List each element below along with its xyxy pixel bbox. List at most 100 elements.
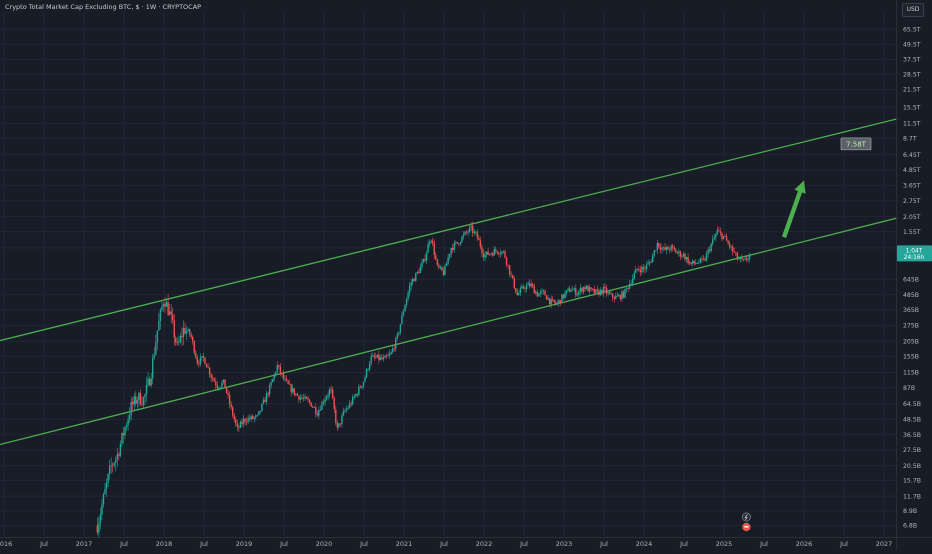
candle-body bbox=[580, 288, 581, 292]
candle-body bbox=[370, 356, 371, 363]
candle-body bbox=[272, 379, 273, 382]
candle-body bbox=[275, 372, 276, 374]
time-tick-label: Jul bbox=[599, 540, 608, 548]
candle-body bbox=[244, 419, 245, 422]
candle-body bbox=[503, 251, 504, 252]
annotation-layer: 7.58T bbox=[742, 138, 871, 531]
candle-body bbox=[477, 232, 478, 237]
time-axis[interactable]: 2016Jul2017Jul2018Jul2019Jul2020Jul2021J… bbox=[0, 538, 932, 549]
candle-body bbox=[363, 382, 364, 386]
candle-body bbox=[240, 422, 241, 428]
candle-body bbox=[512, 275, 513, 278]
time-tick-label: 2018 bbox=[156, 540, 173, 548]
candle-body bbox=[603, 287, 604, 294]
candle-body bbox=[481, 247, 482, 253]
candle-body bbox=[566, 290, 567, 293]
candle-body bbox=[604, 287, 605, 288]
candle-body bbox=[347, 408, 348, 409]
candle-body bbox=[550, 299, 551, 304]
candle-body bbox=[192, 337, 193, 342]
time-tick-label: 2026 bbox=[796, 540, 813, 548]
candle-body bbox=[567, 289, 568, 291]
time-tick-label: 2023 bbox=[556, 540, 573, 548]
candle-body bbox=[546, 295, 547, 299]
candle-body bbox=[509, 265, 510, 274]
candle-body bbox=[180, 336, 181, 342]
candle-body bbox=[110, 465, 111, 466]
candle-body bbox=[310, 402, 311, 406]
candle-body bbox=[470, 226, 471, 227]
price-tick-label: 6.8B bbox=[903, 523, 917, 530]
candle-body bbox=[701, 258, 702, 259]
candle-body bbox=[223, 380, 224, 383]
candle-body bbox=[181, 336, 182, 337]
candle-body bbox=[537, 292, 538, 297]
candle-body bbox=[592, 289, 593, 290]
candle-body bbox=[206, 364, 207, 367]
price-tick-label: 2.05T bbox=[903, 214, 921, 221]
candle-body bbox=[350, 403, 351, 404]
candle-body bbox=[221, 383, 222, 387]
candle-body bbox=[595, 289, 596, 293]
candle-body bbox=[707, 250, 708, 254]
candle-body bbox=[484, 255, 485, 258]
candle-body bbox=[715, 234, 716, 237]
candle-body bbox=[617, 296, 618, 297]
candle-body bbox=[729, 243, 730, 247]
candle-body bbox=[124, 428, 125, 436]
candle-body bbox=[227, 393, 228, 395]
target-label-text: 7.58T bbox=[846, 140, 867, 148]
candle-body bbox=[152, 358, 153, 379]
currency-button[interactable]: USD bbox=[902, 3, 924, 17]
candle-body bbox=[524, 288, 525, 289]
candle-body bbox=[358, 387, 359, 395]
candle-body bbox=[694, 261, 695, 263]
price-tick-label: 28.5T bbox=[903, 71, 921, 78]
candle-body bbox=[366, 369, 367, 377]
candle-body bbox=[306, 397, 307, 399]
candle-body bbox=[112, 465, 113, 466]
candle-body bbox=[375, 357, 376, 358]
time-tick-label: Jul bbox=[119, 540, 128, 548]
candle-body bbox=[670, 246, 671, 250]
candle-body bbox=[555, 302, 556, 303]
candle-body bbox=[384, 356, 385, 358]
candle-body bbox=[289, 384, 290, 385]
candle-body bbox=[417, 272, 418, 273]
candle-body bbox=[397, 334, 398, 338]
candle-body bbox=[424, 259, 425, 260]
candle-body bbox=[144, 394, 145, 397]
candle-body bbox=[578, 291, 579, 294]
candle-body bbox=[423, 259, 424, 263]
candle-body bbox=[734, 251, 735, 252]
candle-body bbox=[121, 433, 122, 444]
candle-body bbox=[527, 283, 528, 285]
candle-body bbox=[703, 259, 704, 260]
candle-body bbox=[637, 269, 638, 270]
candle-body bbox=[203, 356, 204, 358]
candle-body bbox=[630, 284, 631, 285]
candle-body bbox=[190, 334, 191, 337]
channel-layer bbox=[0, 119, 897, 445]
candle-body bbox=[341, 416, 342, 424]
candle-body bbox=[746, 258, 747, 259]
candle-body bbox=[329, 389, 330, 394]
candle-body bbox=[252, 416, 253, 419]
candle-body bbox=[172, 314, 173, 320]
candle-body bbox=[612, 294, 613, 298]
candle-body bbox=[301, 398, 302, 399]
candle-body bbox=[249, 418, 250, 419]
candle-body bbox=[380, 357, 381, 359]
candle-body bbox=[115, 459, 116, 463]
candle-body bbox=[741, 257, 742, 259]
candle-body bbox=[590, 287, 591, 288]
candle-body bbox=[274, 374, 275, 379]
candle-body bbox=[387, 355, 388, 356]
price-axis[interactable]: 65.5T49.5T37.5T28.5T21.5T15.5T11.5T8.7T6… bbox=[897, 0, 932, 550]
candle-body bbox=[624, 289, 625, 298]
candle-body bbox=[309, 400, 310, 402]
candle-body bbox=[117, 454, 118, 459]
candle-body bbox=[730, 247, 731, 248]
